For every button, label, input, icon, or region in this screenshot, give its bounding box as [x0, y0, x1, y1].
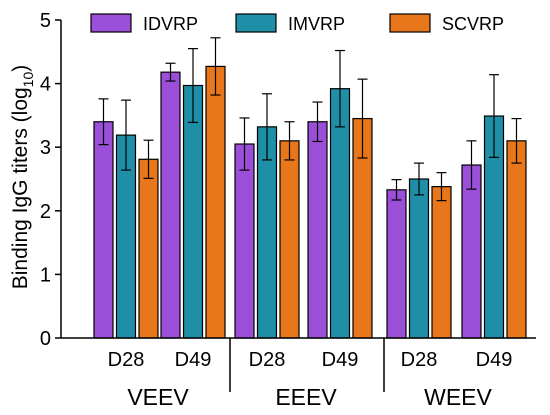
y-tick-label: 5 — [40, 10, 51, 32]
error-bar-imvrp-0 — [121, 99, 131, 171]
y-tick-label: 1 — [40, 264, 51, 286]
bar-scvrp-2 — [279, 140, 300, 339]
y-axis-label: Binding IgG titers (log10) — [9, 65, 36, 290]
error-bar-scvrp-3 — [357, 78, 368, 159]
bar-scvrp-0 — [138, 158, 159, 339]
x-tick-label: D49 — [175, 349, 212, 371]
error-bar-idvrp-5 — [466, 140, 477, 190]
bar-scvrp-4 — [431, 186, 452, 339]
legend-swatch-imvrp — [235, 13, 277, 33]
legend-label-idvrp: IDVRP — [143, 14, 198, 34]
bar-idvrp-1 — [160, 71, 181, 339]
legend-label-imvrp: IMVRP — [288, 14, 345, 34]
y-tick-label: 2 — [40, 201, 51, 223]
error-bar-scvrp-4 — [436, 172, 447, 202]
error-bar-scvrp-0 — [143, 139, 154, 179]
y-axis-label-suffix: ) — [9, 65, 32, 72]
legend: IDVRP IMVRP SCVRP — [90, 13, 504, 34]
error-bar-imvrp-3 — [335, 49, 345, 128]
error-bar-scvrp-1 — [210, 37, 221, 96]
error-bar-scvrp-2 — [284, 121, 295, 161]
error-bar-idvrp-3 — [312, 101, 323, 143]
y-axis-label-subscript: 10 — [20, 72, 36, 88]
bar-scvrp-1 — [205, 65, 226, 339]
bar-scvrp-5 — [506, 140, 527, 339]
axes-layer: 0 1 2 3 4 5 D28 D49 D28 D49 D28 D49 VEEV EEEV WEEV — [40, 10, 536, 410]
group-label: WEEV — [424, 384, 492, 410]
y-tick-label: 0 — [40, 328, 51, 350]
error-bar-imvrp-5 — [489, 74, 499, 158]
x-tick-label: D49 — [322, 349, 359, 371]
error-bar-idvrp-0 — [98, 98, 109, 146]
y-tick-label: 3 — [40, 137, 51, 159]
bar-idvrp-0 — [93, 121, 114, 339]
bar-idvrp-5 — [461, 164, 482, 339]
error-bars-layer — [98, 37, 522, 202]
x-tick-label: D49 — [476, 349, 513, 371]
error-bar-idvrp-2 — [239, 117, 250, 171]
legend-label-scvrp: SCVRP — [442, 14, 504, 34]
x-tick-label: D28 — [249, 349, 286, 371]
error-bar-scvrp-5 — [511, 117, 522, 164]
error-bar-imvrp-2 — [262, 93, 272, 161]
error-bar-idvrp-1 — [165, 62, 176, 82]
x-tick-label: D28 — [108, 349, 145, 371]
error-bar-imvrp-1 — [188, 48, 198, 123]
y-tick-label: 4 — [40, 74, 51, 96]
bar-idvrp-3 — [307, 121, 328, 339]
legend-swatch-idvrp — [90, 13, 132, 33]
bar-imvrp-4 — [408, 178, 430, 339]
bar-idvrp-4 — [386, 189, 407, 339]
error-bar-idvrp-4 — [391, 179, 402, 201]
y-axis-label-main: Binding IgG titers (log — [9, 87, 32, 289]
bars-layer — [93, 65, 527, 339]
error-bar-imvrp-4 — [414, 162, 424, 196]
group-label: EEEV — [275, 384, 337, 410]
legend-swatch-scvrp — [389, 13, 431, 33]
group-label: VEEV — [127, 384, 189, 410]
bar-imvrp-1 — [182, 84, 204, 339]
bar-idvrp-2 — [234, 143, 255, 339]
x-tick-label: D28 — [401, 349, 438, 371]
